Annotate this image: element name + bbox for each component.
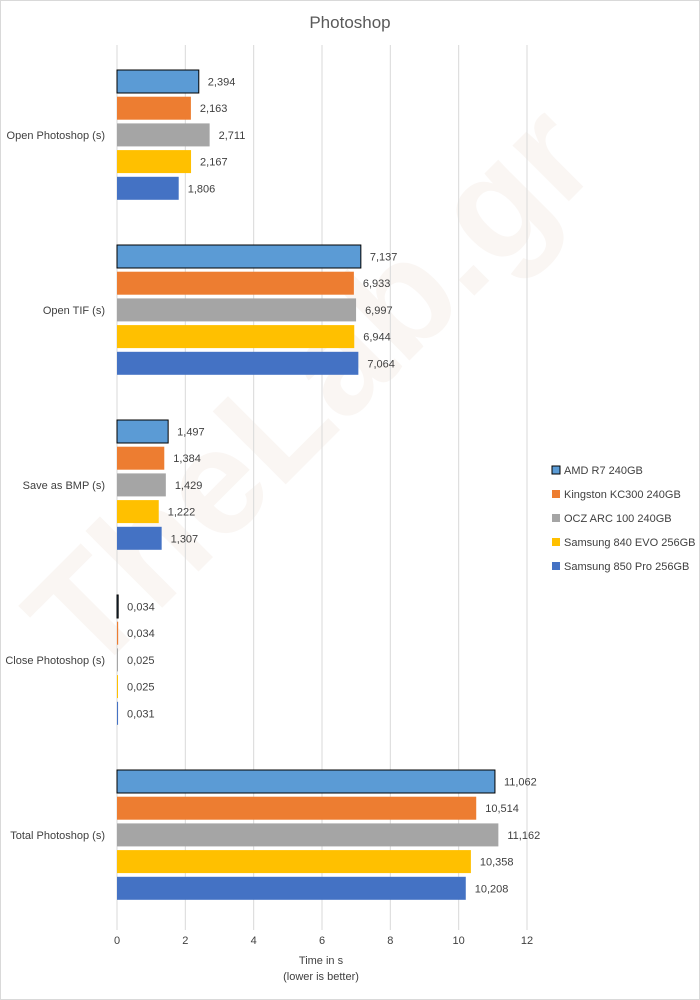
category-label: Close Photoshop (s) bbox=[5, 655, 105, 667]
bar bbox=[117, 351, 359, 375]
category-label: Open TIF (s) bbox=[43, 305, 105, 317]
data-label: 10,514 bbox=[485, 803, 519, 815]
data-label: 1,806 bbox=[188, 183, 216, 195]
data-label: 10,208 bbox=[475, 883, 509, 895]
x-tick-label: 8 bbox=[387, 935, 393, 947]
category-label: Save as BMP (s) bbox=[23, 480, 105, 492]
x-tick-label: 2 bbox=[182, 935, 188, 947]
bar bbox=[117, 176, 179, 200]
data-label: 11,162 bbox=[507, 830, 540, 842]
data-label: 1,497 bbox=[177, 427, 205, 439]
bar bbox=[117, 298, 357, 322]
data-label: 6,997 bbox=[365, 305, 393, 317]
x-tick-label: 10 bbox=[453, 935, 465, 947]
bar bbox=[117, 500, 159, 524]
x-tick-label: 0 bbox=[114, 935, 120, 947]
bar bbox=[117, 446, 165, 470]
x-axis-note: (lower is better) bbox=[283, 971, 359, 983]
legend-entry: AMD R7 240GB bbox=[564, 465, 643, 477]
bar bbox=[117, 526, 162, 550]
category-labels: Open Photoshop (s) Open TIF (s) Save as BM… bbox=[5, 130, 105, 842]
bar bbox=[116, 419, 169, 444]
data-label: 7,137 bbox=[370, 252, 398, 264]
data-label: 11,062 bbox=[504, 777, 537, 789]
data-label: 0,025 bbox=[127, 655, 155, 667]
legend-swatch bbox=[552, 490, 560, 498]
bar bbox=[116, 594, 119, 619]
data-label: 0,031 bbox=[127, 708, 155, 720]
bar bbox=[117, 473, 166, 497]
data-label: 0,025 bbox=[127, 682, 155, 694]
bar bbox=[116, 244, 362, 269]
data-label: 2,163 bbox=[200, 103, 228, 115]
bar bbox=[117, 271, 354, 295]
legend: AMD R7 240GB Kingston KC300 240GB OCZ ARC … bbox=[551, 465, 695, 573]
chart-title: Photoshop bbox=[309, 13, 390, 32]
x-tick-label: 6 bbox=[319, 935, 325, 947]
legend-entry: Samsung 850 Pro 256GB bbox=[564, 561, 689, 573]
legend-swatch bbox=[552, 538, 560, 546]
bar bbox=[117, 675, 118, 699]
bars bbox=[116, 69, 499, 900]
bar bbox=[117, 648, 118, 672]
watermark: TheLab.gr bbox=[0, 71, 625, 702]
legend-entry: OCZ ARC 100 240GB bbox=[564, 513, 672, 525]
x-axis-title: Time in s bbox=[299, 955, 344, 967]
x-tick-label: 12 bbox=[521, 935, 533, 947]
legend-entry: Samsung 840 EVO 256GB bbox=[564, 537, 695, 549]
data-label: 10,358 bbox=[480, 857, 514, 869]
bar bbox=[117, 123, 210, 147]
data-label: 0,034 bbox=[127, 628, 155, 640]
bar bbox=[117, 96, 191, 120]
legend-entry: Kingston KC300 240GB bbox=[564, 489, 681, 501]
category-label: Open Photoshop (s) bbox=[7, 130, 105, 142]
data-label: 1,429 bbox=[175, 480, 203, 492]
bar bbox=[117, 150, 192, 174]
data-label: 2,711 bbox=[219, 130, 246, 142]
legend-swatch bbox=[552, 562, 560, 570]
data-labels: 2,394 2,163 2,711 2,167 1,806 7,137 6,933 6,997… bbox=[127, 77, 540, 896]
x-axis-ticks: 0 2 4 6 8 10 12 bbox=[114, 935, 533, 947]
legend-swatch bbox=[552, 514, 560, 522]
bar bbox=[117, 621, 119, 645]
data-label: 2,394 bbox=[208, 77, 236, 89]
data-label: 7,064 bbox=[367, 358, 395, 370]
bar bbox=[117, 876, 466, 900]
data-label: 0,034 bbox=[127, 602, 155, 614]
legend-swatch bbox=[551, 465, 561, 475]
bar bbox=[117, 325, 355, 349]
bar bbox=[117, 823, 499, 847]
data-label: 1,307 bbox=[171, 533, 199, 545]
bar bbox=[117, 796, 477, 820]
x-tick-label: 4 bbox=[251, 935, 257, 947]
bar bbox=[117, 701, 119, 725]
data-label: 2,167 bbox=[200, 157, 228, 169]
bar bbox=[116, 69, 200, 94]
data-label: 6,933 bbox=[363, 278, 391, 290]
data-label: 1,222 bbox=[168, 507, 196, 519]
data-label: 6,944 bbox=[363, 332, 391, 344]
bar bbox=[116, 769, 496, 794]
data-label: 1,384 bbox=[173, 453, 201, 465]
category-label: Total Photoshop (s) bbox=[10, 830, 105, 842]
bar bbox=[117, 850, 471, 874]
